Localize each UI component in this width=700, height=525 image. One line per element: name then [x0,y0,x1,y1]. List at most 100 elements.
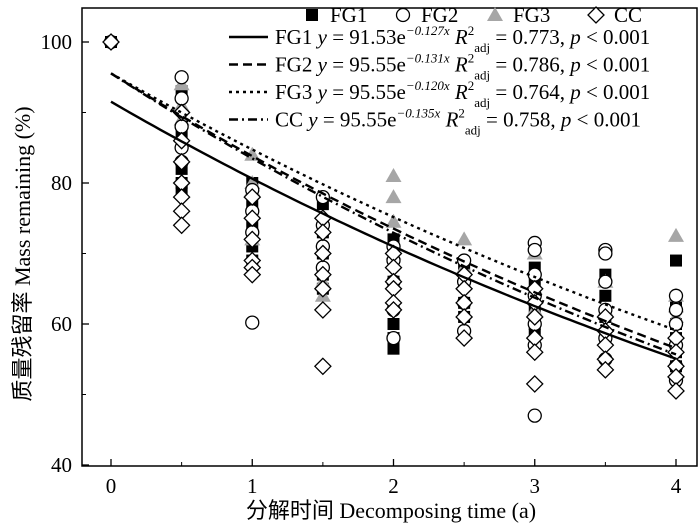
fit-y-symbol: y [316,80,328,104]
data-point-cc [667,382,685,400]
data-point-fg2 [598,246,613,261]
data-point-cc [243,209,262,228]
fit-y-symbol: y [306,108,318,132]
data-point-fg3 [385,167,402,182]
legend-label-fg1: FG1 [330,3,367,27]
data-point-fg2 [598,274,613,289]
data-point-fg3 [668,227,684,242]
fit-coefficient: = 91.53e [327,25,406,49]
fit-curve-cc [110,72,677,356]
data-point-fg2 [174,91,189,106]
data-point-fg2 [174,119,189,134]
data-point-fg1 [599,289,612,302]
fit-r-symbol: R [450,80,468,104]
plot-frame [81,7,698,467]
x-tick-label: 3 [530,474,541,498]
fit-adj-subscript: adj [465,123,481,138]
legend-marker-fg1 [306,9,318,21]
fit-adj-subscript: adj [474,95,490,110]
data-point-cc [525,308,544,326]
data-point-cc [172,152,191,171]
x-tick-label: 4 [671,474,682,498]
plot-area [102,33,685,423]
fit-equation-fg1: FG1 y = 91.53e−0.127x R2 adj = 0.773, p <… [275,23,650,55]
y-tick-label: 40 [51,453,72,477]
data-point-cc [313,279,332,298]
fit-equation-fg2: FG2 y = 95.55e−0.131x R2 adj = 0.786, p <… [275,51,650,83]
data-point-cc [313,357,332,376]
fit-r2-value: = 0.786, [490,53,570,77]
fit-curve-fg1 [110,100,677,360]
fit-r-squared-superscript: 2 [468,23,475,38]
fit-p-symbol: p [559,108,572,132]
data-point-cc [243,188,262,207]
data-point-fg2 [527,267,542,282]
data-point-fg1 [387,318,400,330]
legend-label-cc: CC [614,3,642,27]
legend-marker-cc [587,6,605,24]
data-point-fg2 [174,70,189,85]
data-point-fg2 [527,408,542,423]
fit-equation-cc: CC y = 95.55e−0.135x R2adj = 0.758, p < … [275,106,641,138]
data-point-fg3 [385,213,402,228]
data-point-cc [596,360,615,379]
fit-r-symbol: R [440,108,458,132]
data-point-cc [525,343,544,362]
fit-p-value: < 0.001 [581,25,651,49]
data-point-fg2 [527,242,542,258]
fit-r-squared-superscript: 2 [458,106,465,121]
data-point-cc [384,300,403,319]
fit-r-squared-superscript: 2 [468,51,475,66]
data-point-cc [172,216,191,235]
data-point-fg1 [387,342,400,355]
fit-y-symbol: y [316,25,328,49]
fit-curve-fg3 [110,72,677,332]
legend: FG1 FG2 FG3 CC [306,3,642,27]
data-point-fg2 [668,302,684,318]
y-tick-label: 100 [41,30,73,54]
data-point-cc [525,375,544,393]
fit-p-value: < 0.001 [571,108,641,132]
fit-series-name: FG3 [275,80,318,104]
fit-r-squared-superscript: 2 [468,78,475,93]
y-tick-label: 60 [51,312,72,336]
axes: 0 1 2 3 4 40 60 80 100 [41,7,698,498]
fit-series-name: FG1 [275,25,318,49]
legend-label-fg2: FG2 [421,3,458,27]
legend-marker-fg2 [395,7,411,23]
fit-coefficient: = 95.55e [327,53,406,77]
data-point-cc [455,329,474,348]
data-point-cc [313,300,332,319]
data-point-cc [243,265,262,284]
legend-marker-fg3 [487,7,503,21]
fit-series-name: CC [275,108,308,132]
x-tick-label: 2 [388,474,399,498]
fit-p-value: < 0.001 [581,80,651,104]
data-point-fg2 [386,330,401,346]
data-point-cc [102,33,120,51]
y-axis-label: 质量残留率 Mass remaining (%) [10,106,35,401]
fit-p-symbol: p [568,53,581,77]
x-tick-label: 1 [247,474,258,498]
fit-r-symbol: R [450,25,468,49]
fit-p-symbol: p [568,25,581,49]
fit-equation-fg3: FG3 y = 95.55e−0.120x R2 adj = 0.764, p <… [275,78,650,110]
data-point-cc [243,230,262,249]
fit-r-symbol: R [450,53,468,77]
fit-exponent: −0.135x [397,106,441,121]
legend-label-fg3: FG3 [513,3,550,27]
fit-adj-subscript: adj [474,40,490,55]
data-point-fg3 [456,231,473,246]
fit-curve-fg2 [110,72,677,350]
x-axis-label: 分解时间 Decomposing time (a) [246,498,536,523]
fit-r2-value: = 0.764, [490,80,570,104]
fit-coefficient: = 95.55e [327,80,406,104]
data-point-fg2 [245,315,260,330]
fit-p-value: < 0.001 [581,53,651,77]
data-point-cc [313,223,332,242]
fit-r2-value: = 0.773, [490,25,570,49]
fit-coefficient: = 95.55e [318,108,397,132]
fit-series-name: FG2 [275,53,318,77]
fit-adj-subscript: adj [474,68,490,83]
